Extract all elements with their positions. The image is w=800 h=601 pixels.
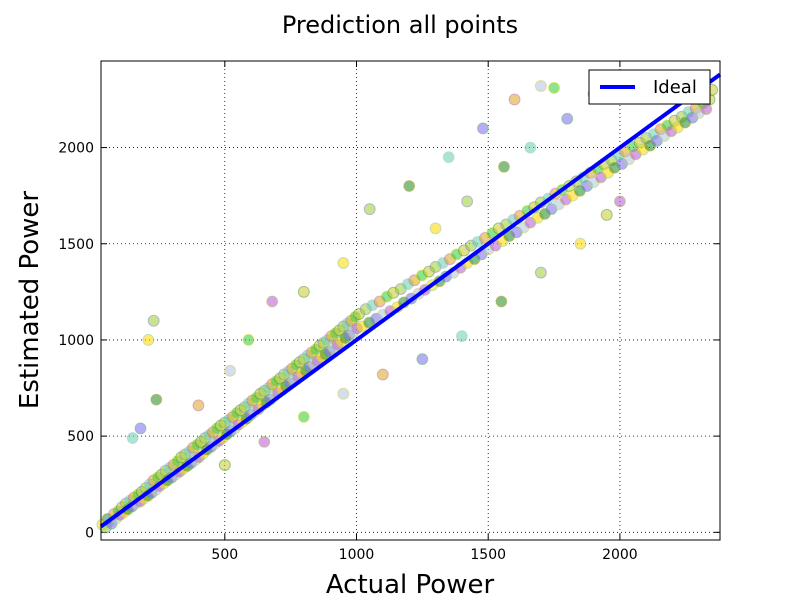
scatter-point — [258, 435, 271, 448]
x-tick-label: 2000 — [602, 547, 638, 563]
scatter-point — [192, 399, 205, 412]
scatter-point — [147, 314, 160, 327]
y-axis-label: Estimated Power — [15, 191, 45, 410]
x-tick-label: 1500 — [470, 547, 506, 563]
scatter-point — [266, 295, 279, 308]
scatter-point — [376, 368, 389, 381]
scatter-point — [337, 256, 350, 269]
scatter-point — [561, 112, 574, 125]
y-ticks: 0 500 1000 1500 2000 — [58, 141, 720, 541]
scatter-point — [403, 180, 416, 193]
scatter-point — [613, 195, 626, 208]
y-tick-label: 500 — [67, 429, 94, 445]
x-axis-label: Actual Power — [326, 570, 495, 600]
scatter-point — [218, 458, 231, 471]
chart-title: Prediction all points — [282, 11, 518, 39]
scatter-point — [498, 160, 511, 173]
scatter-point — [337, 387, 350, 400]
scatter-point — [297, 410, 310, 423]
scatter-point — [548, 81, 561, 94]
scatter-point — [461, 195, 474, 208]
scatter-point — [126, 432, 139, 445]
scatter-point — [534, 80, 547, 93]
y-tick-label: 2000 — [58, 141, 94, 157]
scatter-point — [442, 151, 455, 164]
y-tick-label: 0 — [85, 525, 94, 541]
x-ticks: 500 1000 1500 2000 — [211, 61, 638, 563]
scatter-point — [476, 122, 489, 135]
scatter-point — [524, 141, 537, 154]
scatter-point — [363, 203, 376, 216]
scatter-point — [455, 330, 468, 343]
scatter-point — [495, 295, 508, 308]
scatter-point — [508, 93, 521, 106]
scatter-point — [224, 364, 237, 377]
x-tick-label: 500 — [211, 547, 238, 563]
y-tick-label: 1000 — [58, 333, 94, 349]
scatter-point — [142, 333, 155, 346]
ideal-line — [99, 72, 722, 529]
x-tick-label: 1000 — [339, 547, 375, 563]
scatter-point — [416, 353, 429, 366]
scatter-point — [574, 237, 587, 250]
legend-label: Ideal — [653, 77, 697, 98]
y-tick-label: 1500 — [58, 237, 94, 253]
scatter-point — [242, 333, 255, 346]
scatter-point — [297, 285, 310, 298]
scatter-point — [150, 393, 163, 406]
scatter-point — [534, 266, 547, 279]
scatter-point — [134, 422, 147, 435]
scatter-point — [429, 222, 442, 235]
legend: Ideal — [588, 69, 711, 105]
plot-frame — [100, 60, 721, 541]
scatter-point — [600, 208, 613, 221]
